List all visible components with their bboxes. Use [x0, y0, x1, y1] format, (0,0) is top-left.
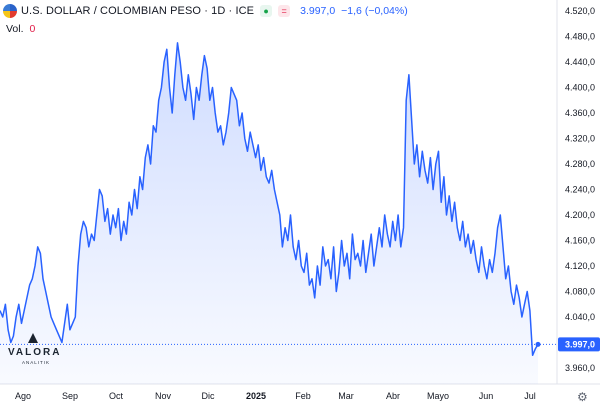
price-tick-label: 4.240,0: [565, 185, 595, 195]
time-tick-label: Jul: [524, 391, 536, 401]
current-price-badge: [558, 337, 600, 352]
price-tick-label: 4.320,0: [565, 134, 595, 144]
last-price: 3.997,0: [300, 5, 336, 17]
symbol-title[interactable]: U.S. DOLLAR / COLOMBIAN PESO · 1D · ICE: [21, 5, 255, 17]
price-change: −1,6 (−0,04%): [341, 5, 408, 17]
time-tick-label: Abr: [386, 391, 400, 401]
volume-indicator[interactable]: Vol. 0: [6, 23, 35, 35]
compare-icon[interactable]: =: [278, 5, 291, 17]
last-price-dot: [535, 341, 541, 347]
price-tick-label: 4.520,0: [565, 6, 595, 16]
time-tick-label: Jun: [479, 391, 494, 401]
price-tick-label: 4.360,0: [565, 108, 595, 118]
status-dot-icon[interactable]: ●: [260, 5, 273, 17]
price-tick-label: 4.200,0: [565, 210, 595, 220]
time-tick-label: Nov: [155, 391, 172, 401]
volume-label: Vol.: [6, 23, 24, 35]
price-tick-label: 3.960,0: [565, 363, 595, 373]
price-tick-label: 4.080,0: [565, 287, 595, 297]
time-tick-label: 2025: [246, 391, 266, 401]
price-line: [0, 42, 539, 357]
time-tick-label: Dic: [202, 391, 215, 401]
time-tick-label: Mar: [338, 391, 354, 401]
time-tick-label: Mayo: [427, 391, 449, 401]
valora-logo-mark-icon: [28, 333, 38, 343]
currency-flag-icon: [3, 4, 17, 18]
valora-logo: VALORA: [8, 347, 62, 358]
time-tick-label: Oct: [109, 391, 124, 401]
time-tick-label: Ago: [15, 391, 31, 401]
price-tick-label: 4.400,0: [565, 83, 595, 93]
price-tick-label: 4.120,0: [565, 261, 595, 271]
price-tick-label: 4.040,0: [565, 312, 595, 322]
price-tick-label: 4.440,0: [565, 57, 595, 67]
settings-gear-icon[interactable]: ⚙: [577, 390, 588, 404]
chart-header: U.S. DOLLAR / COLOMBIAN PESO · 1D · ICE …: [0, 0, 520, 22]
price-area-fill: [0, 42, 538, 385]
current-price-badge-label: 3.997,0: [565, 339, 595, 349]
valora-logo-subtitle: ANALITIK: [22, 360, 51, 365]
time-tick-label: Feb: [295, 391, 311, 401]
time-tick-label: Sep: [62, 391, 78, 401]
price-tick-label: 4.480,0: [565, 32, 595, 42]
volume-value: 0: [29, 23, 36, 35]
price-tick-label: 4.280,0: [565, 159, 595, 169]
price-tick-label: 4.160,0: [565, 236, 595, 246]
